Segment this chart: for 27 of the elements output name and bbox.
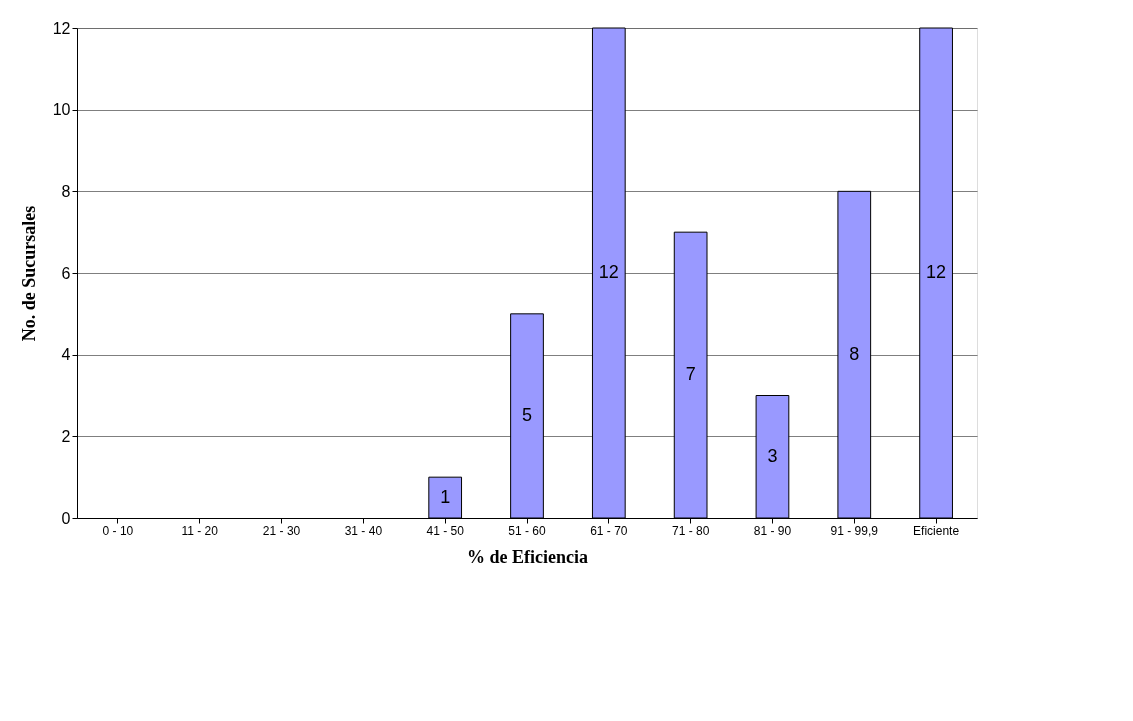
x-tick-label: 0 - 10 — [102, 523, 134, 538]
x-tick-label: 51 - 60 — [508, 523, 547, 538]
data-label: 5 — [521, 404, 533, 425]
x-axis-title: % de Eficiencia — [467, 546, 588, 567]
data-label: 8 — [849, 343, 860, 364]
x-tick-label: Eficiente — [913, 523, 960, 538]
y-tick-label: 6 — [61, 264, 71, 282]
x-tick-label: 61 - 70 — [590, 523, 628, 538]
x-tick-label: 91 - 99,9 — [830, 523, 879, 538]
data-label: 3 — [767, 445, 778, 466]
y-tick-label: 10 — [52, 101, 71, 119]
y-tick-label: 2 — [61, 427, 71, 445]
x-tick-label: 21 - 30 — [262, 523, 301, 538]
data-label: 1 — [440, 486, 451, 507]
y-tick-label: 0 — [61, 509, 71, 527]
y-axis-title: No. de Sucursales — [18, 205, 39, 342]
data-label: 12 — [926, 262, 947, 282]
x-tick-label: 31 - 40 — [344, 523, 383, 538]
x-tick-label: 81 - 90 — [753, 523, 792, 538]
data-label: 12 — [598, 262, 619, 282]
y-tick-label: 4 — [61, 346, 71, 364]
y-tick-label: 12 — [52, 19, 71, 37]
y-tick-label: 8 — [61, 182, 71, 200]
data-label: 7 — [685, 364, 696, 385]
x-tick-label: 71 - 80 — [671, 523, 710, 538]
x-tick-label: 11 - 20 — [181, 523, 219, 538]
x-tick-label: 41 - 50 — [426, 523, 465, 538]
